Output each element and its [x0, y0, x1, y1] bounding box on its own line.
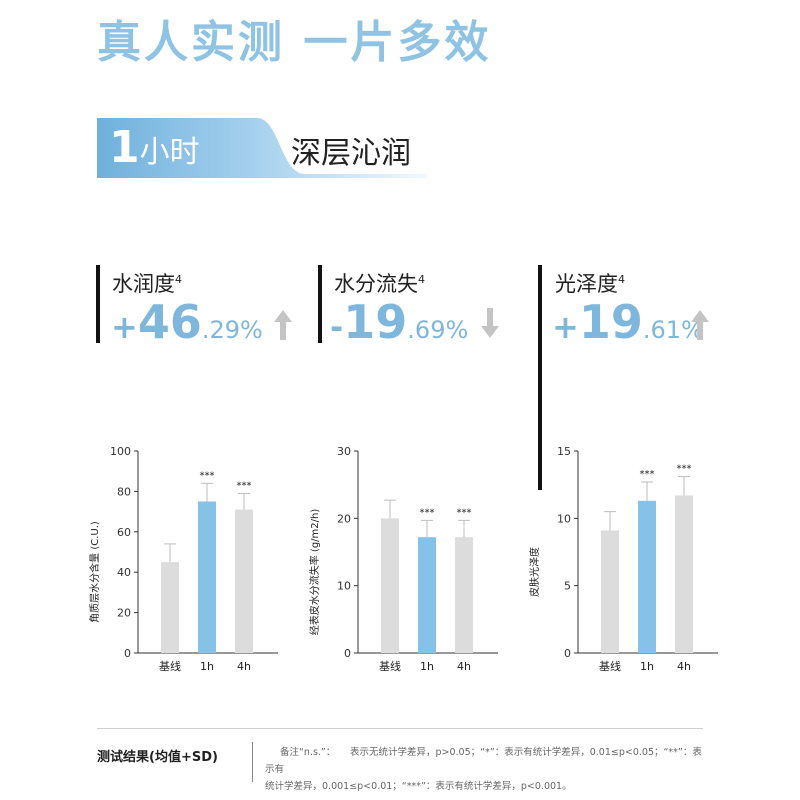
- chart-water-loss: 0 10 20 30 经表皮水分流失率 (g/m2/h) 基线 *** 1h *** 4h: [308, 445, 498, 673]
- y-tick-label: 5: [564, 580, 571, 593]
- significance-label: ***: [237, 480, 252, 491]
- metric-label-text: 水分流失: [334, 272, 418, 296]
- metric-dec: .69%: [407, 316, 469, 344]
- bar: [381, 518, 399, 653]
- significance-label: ***: [200, 470, 215, 481]
- y-tick-label: 80: [117, 485, 131, 498]
- y-axis-label: 角质层水分含量 (C.U.): [88, 521, 101, 623]
- bar: [675, 495, 693, 653]
- bar: [418, 537, 436, 653]
- arrow-up-icon: [274, 310, 292, 340]
- x-tick-label: 1h: [420, 660, 434, 673]
- metric-marker: [318, 265, 322, 343]
- bar: [638, 500, 656, 653]
- metric-value-hydration: +46.29%: [111, 295, 263, 349]
- metric-label-text: 光泽度: [555, 272, 618, 296]
- bar: [601, 530, 619, 653]
- bar: [198, 501, 216, 653]
- metric-dec: .29%: [201, 316, 263, 344]
- duration-banner: 1小时 深层沁润: [97, 118, 427, 178]
- metric-marker: [538, 265, 542, 490]
- footnote-mark: 4: [618, 273, 625, 286]
- x-tick-label: 基线: [159, 659, 181, 673]
- significance-label: ***: [457, 507, 472, 518]
- y-tick-label: 60: [117, 526, 131, 539]
- y-tick-label: 20: [117, 607, 131, 620]
- chart-hydration: 0 20 40 60 80 100 角质层水分含量 (C.U.) 基线 *** 1h *** 4h: [88, 445, 278, 673]
- y-tick-label: 0: [344, 647, 351, 660]
- footer-note-line-1: 备注“n.s.”： 表示无统计学差异，p>0.05；“*”：表示有统计学差异，0.…: [265, 744, 705, 778]
- x-tick-label: 基线: [599, 659, 621, 673]
- metric-sign: +: [552, 308, 579, 346]
- metric-int: 19: [578, 295, 643, 349]
- footer-note-text-1: 表示无统计学差异，p>0.05；“*”：表示有统计学差异，0.01≤p<0.05…: [265, 747, 702, 775]
- x-tick-label: 4h: [457, 660, 471, 673]
- y-tick-label: 40: [117, 566, 131, 579]
- metric-int: 46: [137, 295, 202, 349]
- y-tick-label: 20: [337, 512, 351, 525]
- metric-int: 19: [343, 295, 408, 349]
- banner-time: 1小时: [109, 122, 200, 174]
- significance-label: ***: [420, 507, 435, 518]
- metric-sign: -: [330, 308, 344, 346]
- footer-note-line-2: 统计学差异，0.001≤p<0.01；“***”：表示有统计学差异，p<0.00…: [265, 781, 572, 792]
- x-tick-label: 基线: [379, 659, 401, 673]
- footer-note: 备注“n.s.”： 表示无统计学差异，p>0.05；“*”：表示有统计学差异，0.…: [265, 744, 705, 795]
- metric-label-hydration: 水润度4: [112, 268, 182, 298]
- metric-label-water-loss: 水分流失4: [334, 268, 425, 298]
- arrow-up-icon: [691, 310, 709, 340]
- y-tick-label: 100: [110, 445, 131, 458]
- banner-subtitle: 深层沁润: [291, 136, 411, 171]
- bar: [161, 562, 179, 653]
- x-tick-label: 4h: [677, 660, 691, 673]
- metric-label-text: 水润度: [112, 272, 175, 296]
- y-tick-label: 15: [557, 445, 571, 458]
- metric-sign: +: [111, 308, 138, 346]
- metric-label-gloss: 光泽度4: [555, 268, 625, 298]
- banner-ribbon: [97, 118, 427, 178]
- banner-time-number: 1: [109, 122, 140, 173]
- arrow-down-icon: [481, 308, 499, 338]
- y-tick-label: 30: [337, 445, 351, 458]
- y-tick-label: 0: [124, 647, 131, 660]
- metric-value-water-loss: -19.69%: [330, 295, 468, 349]
- page-title: 真人实测 一片多效: [97, 17, 492, 68]
- y-tick-label: 10: [337, 580, 351, 593]
- x-tick-label: 1h: [640, 660, 654, 673]
- x-tick-label: 1h: [200, 660, 214, 673]
- metric-value-gloss: +19.61%: [552, 295, 704, 349]
- footer-divider: [252, 742, 253, 782]
- bar: [235, 509, 253, 653]
- y-tick-label: 0: [564, 647, 571, 660]
- significance-label: ***: [677, 464, 692, 475]
- y-axis-label: 皮肤光泽度: [528, 547, 541, 597]
- footer-note-lead: 备注“n.s.”：: [280, 747, 336, 758]
- footnote-mark: 4: [175, 273, 182, 286]
- x-tick-label: 4h: [237, 660, 251, 673]
- y-axis-label: 经表皮水分流失率 (g/m2/h): [308, 509, 321, 636]
- metric-marker: [96, 265, 100, 343]
- y-tick-label: 10: [557, 512, 571, 525]
- significance-label: ***: [640, 469, 655, 480]
- banner-time-unit: 小时: [139, 135, 200, 170]
- footer-title: 测试结果(均值+SD): [97, 750, 218, 765]
- bar: [455, 537, 473, 653]
- footnote-mark: 4: [418, 273, 425, 286]
- footer-separator: [97, 728, 703, 729]
